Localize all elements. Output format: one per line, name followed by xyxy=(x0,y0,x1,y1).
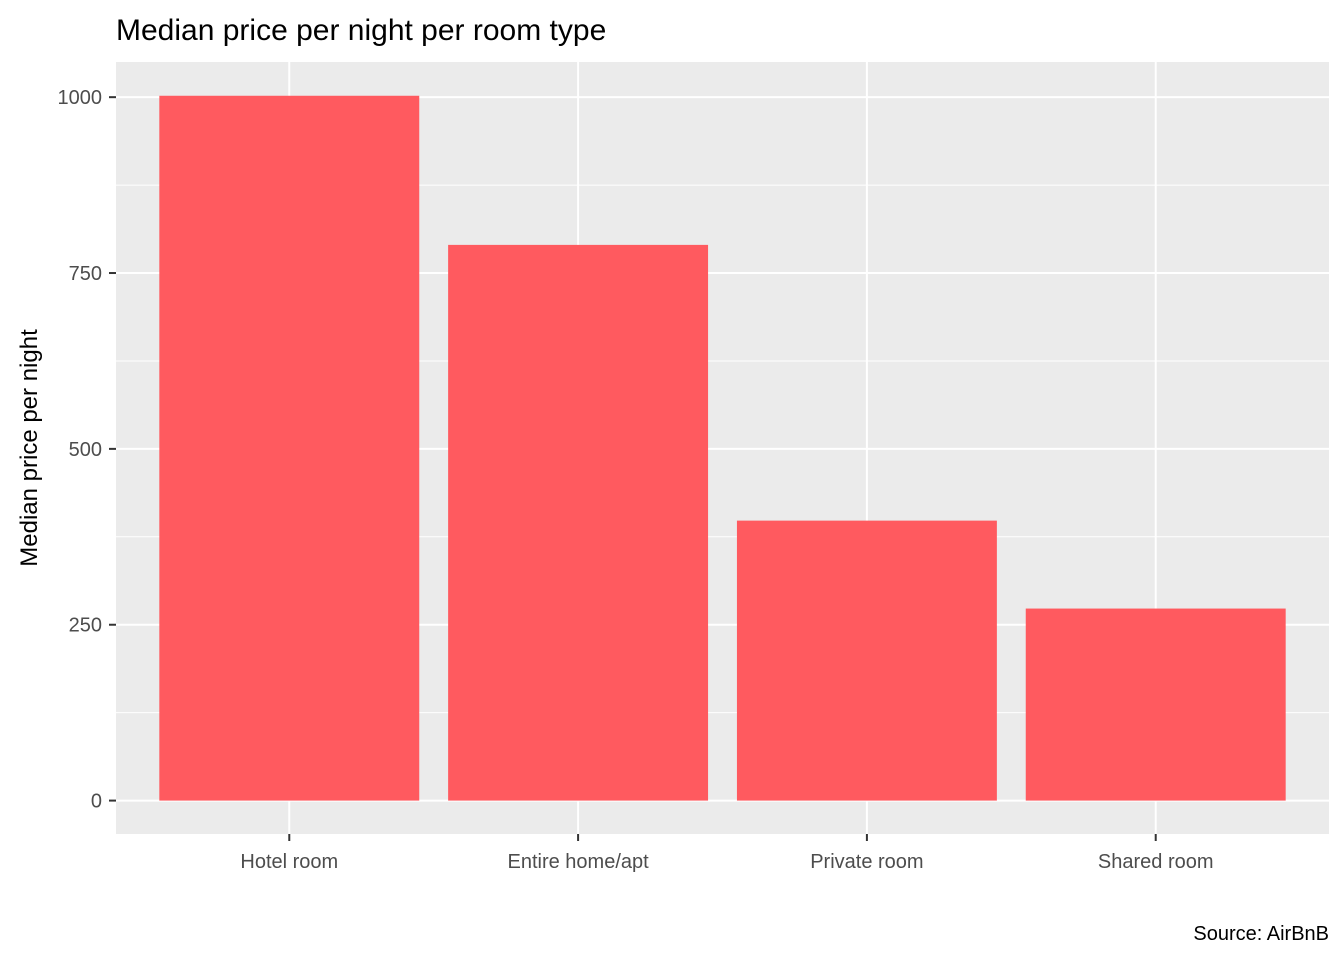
y-axis-ticks: 0 250 500 750 1000 xyxy=(58,87,116,813)
bar-hotel-room xyxy=(159,95,420,801)
y-tick-label-1: 250 xyxy=(69,615,102,637)
y-axis-title: Median price per night xyxy=(16,329,43,567)
y-tick-label-4: 1000 xyxy=(58,87,103,109)
chart-title: Median price per night per room type xyxy=(116,14,606,47)
bars xyxy=(159,95,1286,801)
chart-caption: Source: AirBnB xyxy=(1193,923,1329,945)
x-axis-ticks: Hotel room Entire home/apt Private room Sha… xyxy=(240,834,1214,873)
bar-shared-room xyxy=(1025,608,1286,801)
x-tick-label-1: Entire home/apt xyxy=(507,851,649,873)
x-tick-label-0: Hotel room xyxy=(240,851,338,873)
y-tick-label-2: 500 xyxy=(69,439,102,461)
y-tick-label-3: 750 xyxy=(69,263,102,285)
bar-private-room xyxy=(736,520,997,801)
bar-entire-home-apt xyxy=(448,244,709,801)
x-tick-label-2: Private room xyxy=(810,851,923,873)
y-tick-label-0: 0 xyxy=(91,791,102,813)
x-tick-label-3: Shared room xyxy=(1098,851,1214,873)
